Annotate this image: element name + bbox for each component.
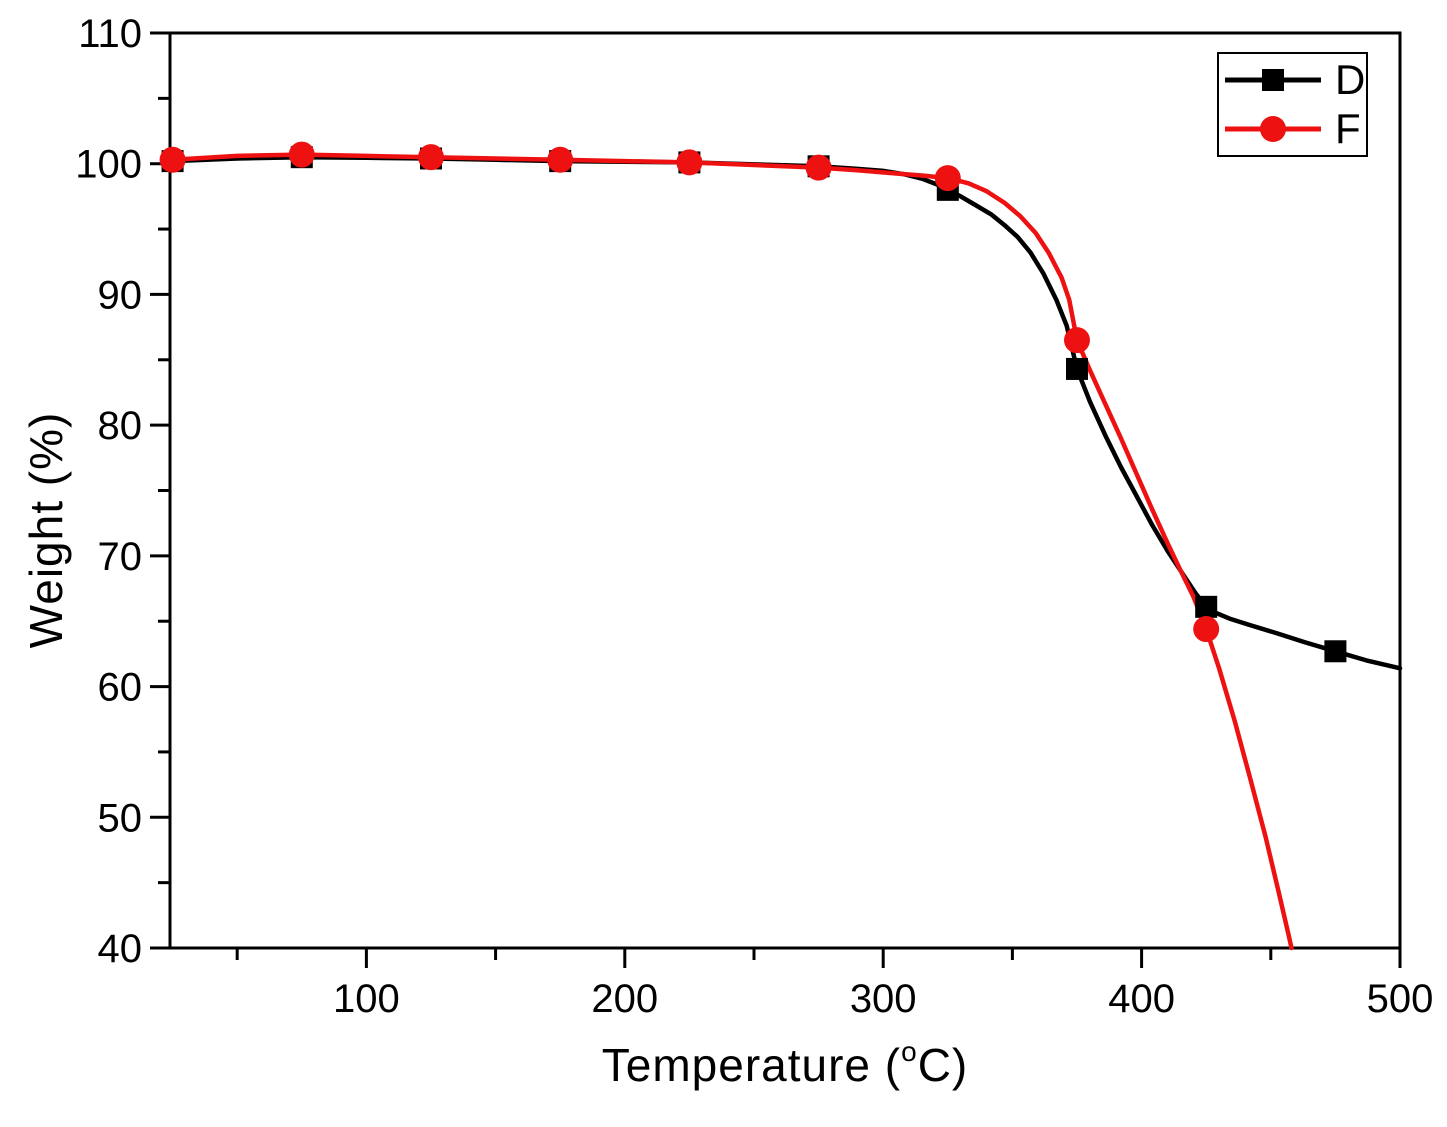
- x-axis-title-prefix: Temperature (: [601, 1039, 902, 1091]
- plot-frame: [168, 31, 1402, 950]
- degree-symbol: o: [901, 1036, 918, 1067]
- x-tick-label: 100: [333, 977, 400, 1021]
- circle-marker-icon: [1260, 115, 1286, 142]
- circle-marker-f: [159, 146, 186, 173]
- circle-marker-f: [934, 165, 961, 192]
- circle-marker-f: [676, 149, 703, 176]
- legend-box: D F: [1217, 52, 1368, 157]
- legend-sample-d: [1225, 66, 1321, 94]
- square-marker-icon: [1262, 69, 1284, 92]
- y-tick-label: 50: [98, 796, 143, 840]
- x-tick-label: 400: [1108, 977, 1175, 1021]
- series-line-f: [170, 152, 1294, 951]
- x-tick-label: 300: [850, 977, 917, 1021]
- y-tick-label: 100: [75, 143, 142, 187]
- y-tick-label: 80: [98, 404, 143, 448]
- circle-marker-f: [547, 146, 574, 173]
- x-axis-title-suffix: C): [917, 1039, 969, 1091]
- y-tick-label: 70: [98, 535, 143, 579]
- legend-item-d: D: [1225, 56, 1365, 104]
- legend-sample-f: [1225, 115, 1321, 143]
- y-tick-label: 90: [98, 273, 143, 317]
- legend-label-f: F: [1335, 104, 1361, 152]
- x-tick-label: 200: [591, 977, 658, 1021]
- y-tick-label: 40: [98, 927, 143, 971]
- circle-marker-f: [805, 154, 832, 181]
- circle-marker-f: [417, 144, 444, 171]
- y-tick-label: 110: [78, 12, 142, 56]
- series-line-d: [170, 154, 1403, 671]
- circle-marker-f: [1193, 616, 1220, 643]
- y-tick-label: 60: [98, 666, 143, 710]
- circle-marker-f: [1063, 327, 1090, 354]
- legend-label-d: D: [1335, 56, 1366, 104]
- y-axis-title: Weight (%): [20, 411, 72, 649]
- circle-marker-f: [288, 141, 315, 168]
- x-axis-title: Temperature (oC): [170, 1036, 1400, 1092]
- square-marker-d: [1324, 640, 1347, 663]
- x-tick-label: 500: [1367, 977, 1434, 1021]
- square-marker-d: [1065, 357, 1088, 380]
- legend-item-f: F: [1225, 104, 1361, 153]
- square-marker-d: [1195, 595, 1218, 618]
